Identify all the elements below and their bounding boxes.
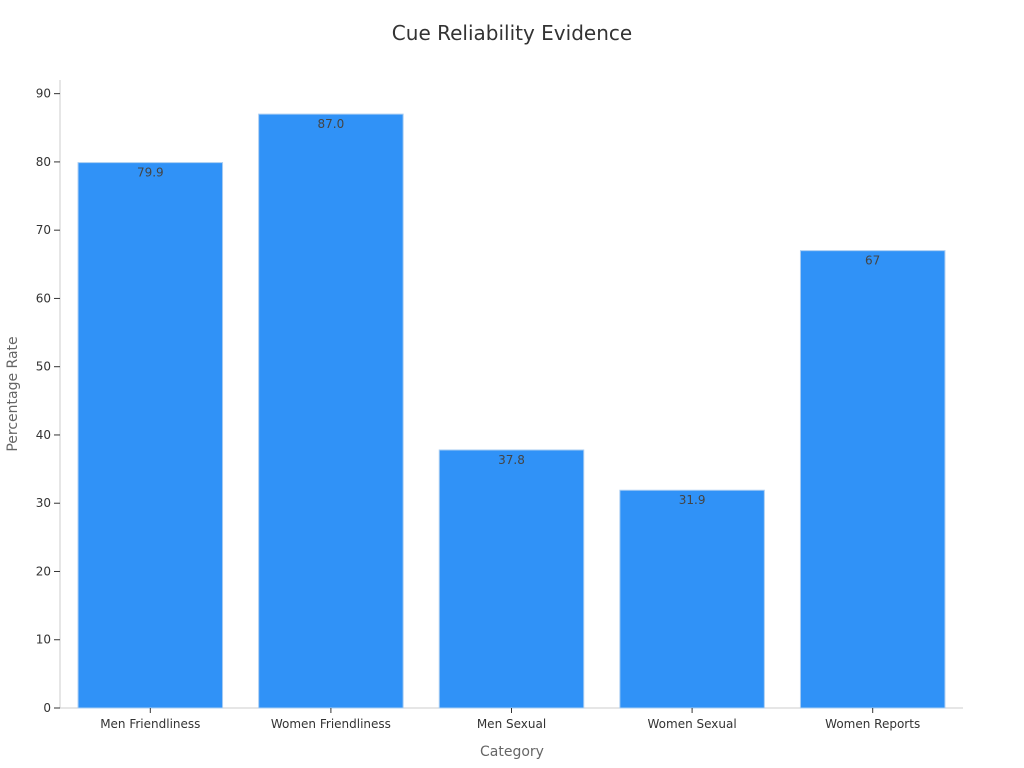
y-tick-label: 80 bbox=[36, 155, 51, 169]
plot-area: 0 10 20 30 40 50 60 70 80 90 79.9 Men Friendliness 8… bbox=[36, 80, 963, 731]
x-tick-label: Women Sexual bbox=[648, 717, 737, 731]
y-tick-label: 90 bbox=[36, 87, 51, 101]
y-axis-label: Percentage Rate bbox=[5, 336, 21, 451]
x-tick-label: Men Friendliness bbox=[100, 717, 200, 731]
y-tick-label: 10 bbox=[36, 633, 51, 647]
data-label: 87.0 bbox=[318, 117, 345, 131]
y-tick-label: 20 bbox=[36, 564, 51, 578]
x-tick-label: Men Sexual bbox=[477, 717, 546, 731]
y-tick-label: 0 bbox=[43, 701, 51, 715]
data-label: 67 bbox=[865, 254, 880, 268]
y-tick-label: 30 bbox=[36, 496, 51, 510]
y-tick-label: 50 bbox=[36, 360, 51, 374]
chart-title: Cue Reliability Evidence bbox=[392, 21, 632, 45]
x-tick-label: Women Friendliness bbox=[271, 717, 391, 731]
y-tick-label: 60 bbox=[36, 291, 51, 305]
bar bbox=[619, 489, 765, 709]
bar bbox=[799, 250, 946, 709]
bar bbox=[77, 162, 224, 709]
data-label: 79.9 bbox=[137, 166, 164, 180]
x-axis-label: Category bbox=[480, 744, 544, 760]
x-tick-label: Women Reports bbox=[825, 717, 920, 731]
data-label: 37.8 bbox=[498, 453, 525, 467]
data-label: 31.9 bbox=[679, 493, 706, 507]
bar bbox=[438, 449, 585, 709]
bar bbox=[258, 113, 404, 709]
y-tick-label: 70 bbox=[36, 223, 51, 237]
y-tick-label: 40 bbox=[36, 428, 51, 442]
